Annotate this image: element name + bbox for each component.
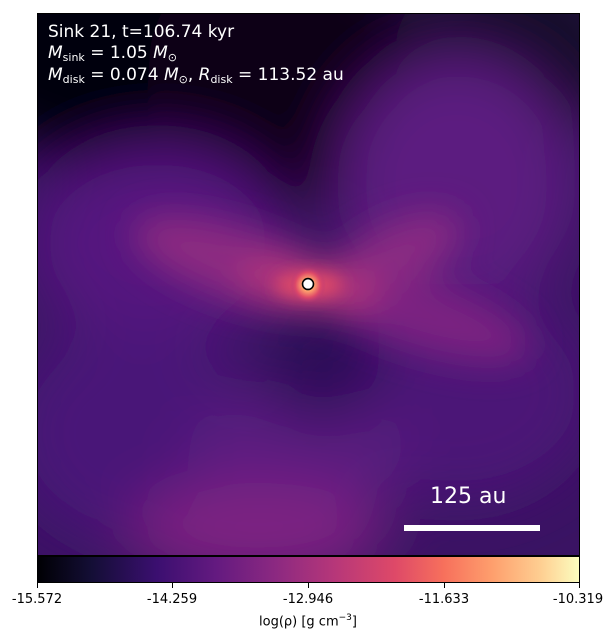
colorbar-tick (579, 583, 580, 588)
colorbar-tick (172, 583, 173, 588)
colorbar-tick-label: -15.572 (11, 592, 63, 607)
colorbar-tick (444, 583, 445, 588)
colorbar-tick-label: -11.633 (418, 592, 470, 607)
colorbar-tick-label: -10.319 (552, 592, 604, 607)
density-map-image (38, 14, 579, 555)
sink-info-line: Sink 21, t=106.74 kyr (48, 22, 235, 42)
colorbar-label: log(ρ) [g cm−3] (259, 613, 357, 630)
scale-bar-label: 125 au (430, 484, 507, 509)
sink-mass-line: Msink = 1.05 M⊙ (48, 43, 178, 64)
sink-marker (301, 277, 315, 291)
colorbar-tick (37, 583, 38, 588)
colorbar-tick-label: -14.259 (146, 592, 198, 607)
scale-bar (404, 525, 540, 531)
colorbar-tick-label: -12.946 (282, 592, 334, 607)
density-map-panel: Sink 21, t=106.74 kyr Msink = 1.05 M⊙ Md… (37, 13, 580, 556)
colorbar (37, 556, 580, 583)
disk-properties-line: Mdisk = 0.074 M⊙, Rdisk = 113.52 au (48, 65, 344, 86)
colorbar-tick (308, 583, 309, 588)
